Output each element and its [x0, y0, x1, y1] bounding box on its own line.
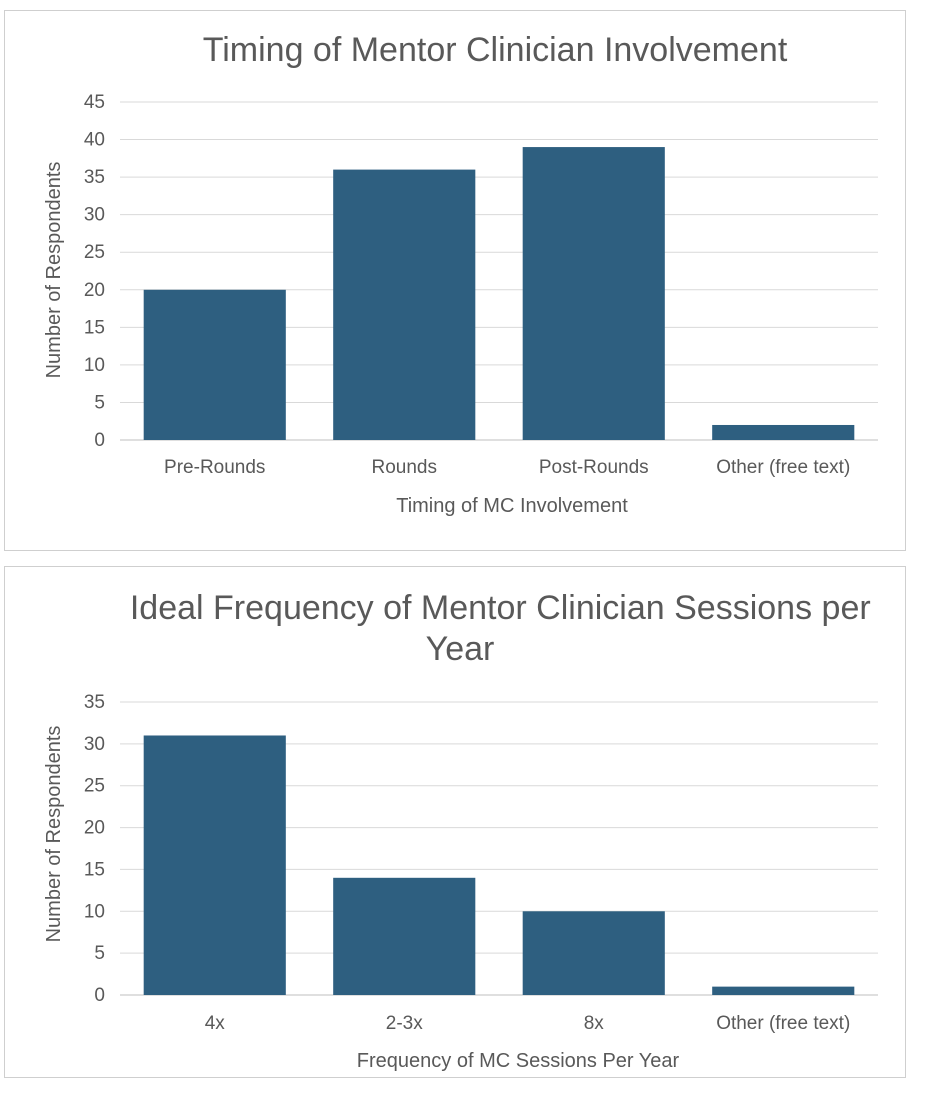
bar	[143, 289, 286, 440]
y-tick-label: 20	[84, 818, 105, 839]
y-tick-labels: 0 5 10 15 20 25 30 35 40 45	[84, 92, 105, 451]
bars	[143, 735, 855, 995]
bar	[143, 735, 286, 995]
x-axis-title: Timing of MC Involvement	[396, 495, 628, 517]
y-tick-label: 35	[84, 692, 105, 713]
y-tick-label: 30	[84, 734, 105, 755]
y-tick-label: 10	[84, 355, 105, 376]
chart-title: Timing of Mentor Clinician Involvement	[203, 31, 788, 69]
y-tick-label: 25	[84, 776, 105, 797]
y-axis-title: Number of Respondents	[43, 162, 65, 379]
y-tick-labels: 0 5 10 15 20 25 30 35	[84, 692, 105, 1006]
x-tick-label: Other (free text)	[716, 457, 850, 478]
bars	[143, 147, 855, 441]
y-tick-label: 45	[84, 92, 105, 113]
y-tick-label: 5	[94, 392, 105, 413]
x-tick-label: 8x	[584, 1013, 605, 1034]
bar	[333, 877, 476, 995]
y-tick-label: 15	[84, 859, 105, 880]
x-tick-label: Pre-Rounds	[164, 457, 265, 478]
chart-panel-timing: Timing of Mentor Clinician Involvement 0…	[4, 10, 906, 551]
chart-title-line-2: Year	[426, 630, 495, 668]
y-tick-label: 5	[94, 943, 105, 964]
bar	[333, 169, 476, 440]
y-tick-label: 10	[84, 901, 105, 922]
x-tick-label: 4x	[205, 1013, 226, 1034]
x-axis-title: Frequency of MC Sessions Per Year	[357, 1050, 680, 1072]
y-tick-label: 30	[84, 205, 105, 226]
x-tick-label: 2-3x	[386, 1013, 423, 1034]
x-tick-label: Post-Rounds	[539, 457, 649, 478]
x-tick-labels: Pre-Rounds Rounds Post-Rounds Other (free t…	[164, 457, 850, 478]
bar	[712, 986, 855, 995]
x-tick-label: Other (free text)	[716, 1013, 850, 1034]
y-tick-label: 25	[84, 242, 105, 263]
y-tick-label: 35	[84, 167, 105, 188]
x-tick-label: Rounds	[372, 457, 438, 478]
chart-title: Ideal Frequency of Mentor Clinician Sess…	[130, 589, 880, 668]
frequency-chart: Ideal Frequency of Mentor Clinician Sess…	[43, 589, 880, 1072]
bar	[522, 147, 665, 441]
y-tick-label: 40	[84, 130, 105, 151]
y-tick-label: 15	[84, 317, 105, 338]
y-axis-title: Number of Respondents	[43, 726, 65, 943]
y-tick-label: 0	[94, 985, 105, 1006]
x-tick-labels: 4x 2-3x 8x Other (free text)	[205, 1013, 851, 1034]
bar	[522, 911, 665, 995]
timing-chart: Timing of Mentor Clinician Involvement 0…	[43, 31, 878, 517]
bar	[712, 424, 855, 440]
y-tick-label: 20	[84, 280, 105, 301]
chart-panel-frequency: Ideal Frequency of Mentor Clinician Sess…	[4, 566, 906, 1078]
y-tick-label: 0	[94, 430, 105, 451]
chart-title-line-1: Ideal Frequency of Mentor Clinician Sess…	[130, 589, 871, 627]
